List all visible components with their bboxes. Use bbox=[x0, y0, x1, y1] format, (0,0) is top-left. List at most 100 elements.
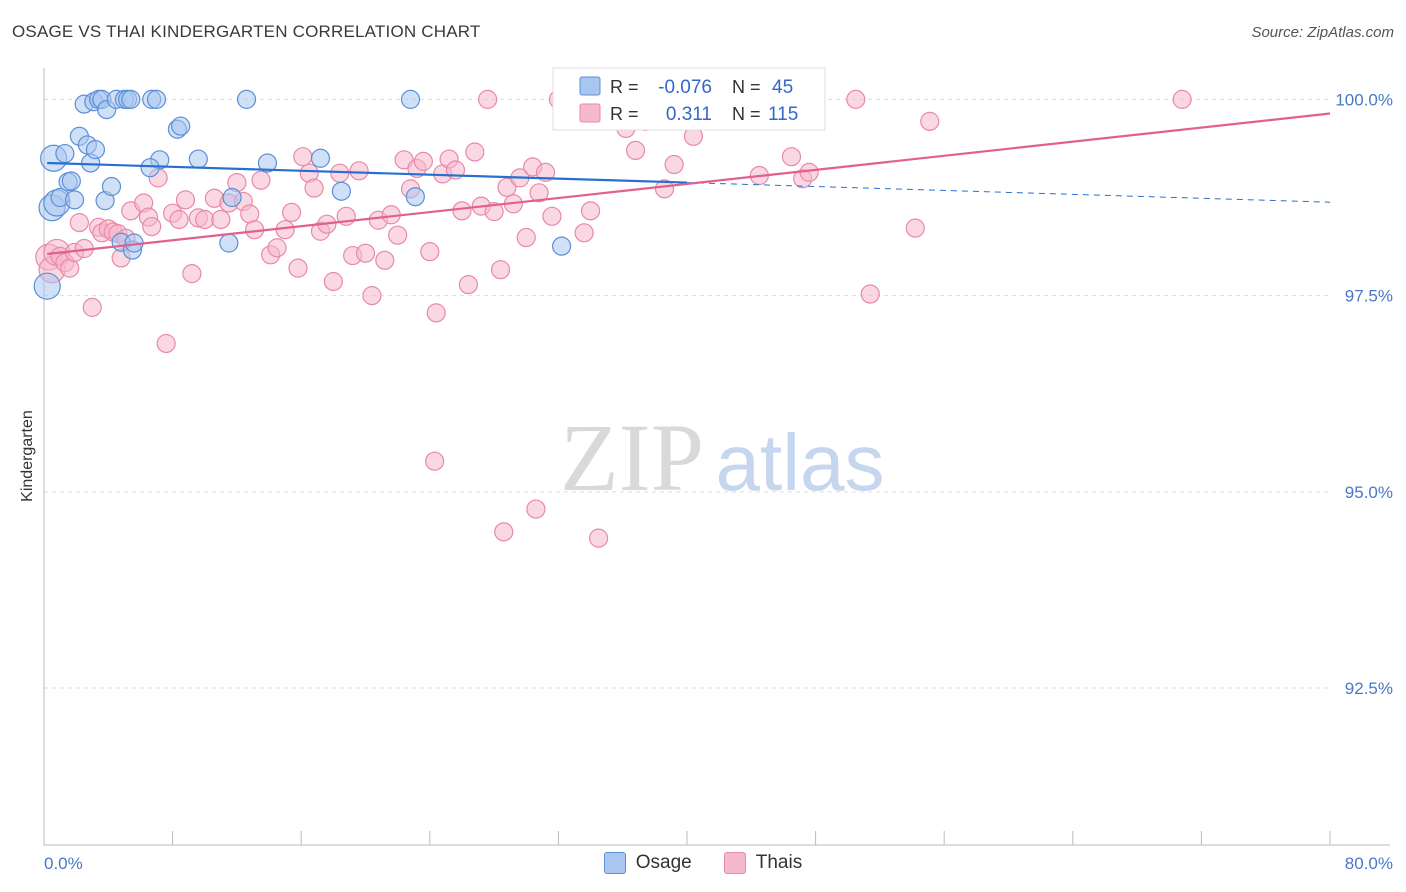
legend-thais-n-value: 115 bbox=[768, 104, 798, 125]
thais-point bbox=[355, 243, 376, 263]
thais-point bbox=[323, 271, 343, 292]
osage-point bbox=[121, 89, 141, 109]
legend-osage-swatch bbox=[579, 76, 601, 96]
series-legend: Osage Thais bbox=[0, 852, 1406, 874]
osage-point bbox=[85, 140, 106, 160]
thais-swatch bbox=[723, 852, 746, 874]
osage-trend-line bbox=[47, 161, 688, 184]
thais-point bbox=[288, 258, 308, 278]
osage-point bbox=[140, 158, 160, 178]
thais-point bbox=[574, 223, 594, 243]
legend-thais-label: Thais bbox=[755, 852, 803, 873]
osage-point bbox=[101, 176, 122, 197]
thais-point bbox=[529, 183, 549, 203]
thais-point bbox=[82, 297, 102, 317]
thais-point bbox=[484, 202, 504, 222]
thais-point bbox=[490, 260, 511, 280]
thais-point bbox=[1172, 89, 1192, 109]
thais-point bbox=[281, 202, 302, 223]
thais-point bbox=[588, 528, 609, 548]
osage-point bbox=[236, 89, 257, 109]
thais-point bbox=[860, 284, 880, 304]
osage-point bbox=[257, 153, 278, 173]
y-tick-label: 100.0% bbox=[1335, 90, 1393, 109]
thais-point bbox=[413, 151, 433, 171]
thais-point bbox=[625, 140, 646, 161]
thais-point bbox=[69, 213, 89, 233]
osage-point bbox=[331, 181, 351, 201]
thais-point bbox=[458, 275, 478, 295]
stats-legend: R = -0.076 N = 45 R = 0.311 N = 115 bbox=[552, 67, 826, 131]
osage-point bbox=[33, 272, 61, 300]
legend-osage-n-value: 45 bbox=[772, 77, 793, 98]
watermark-atlas: atlas bbox=[716, 418, 885, 507]
osage-point bbox=[146, 89, 167, 109]
thais-point bbox=[580, 201, 601, 221]
osage-point bbox=[222, 187, 242, 208]
thais-point bbox=[142, 216, 162, 237]
legend-thais-r-label: R = bbox=[610, 104, 639, 124]
y-tick-label: 95.0% bbox=[1345, 483, 1393, 502]
tick-labels: 100.0% 97.5% 95.0% 92.5% 0.0% 80.0% bbox=[44, 90, 1393, 873]
osage-point bbox=[310, 148, 331, 168]
thais-point bbox=[175, 190, 196, 210]
source-credit: Source: ZipAtlas.com bbox=[1251, 24, 1394, 41]
thais-point bbox=[304, 178, 324, 198]
thais-point bbox=[362, 286, 382, 306]
thais-point bbox=[781, 147, 802, 167]
thais-point bbox=[420, 242, 440, 262]
osage-points bbox=[33, 89, 572, 300]
thais-point bbox=[465, 142, 485, 162]
legend-item-osage[interactable]: Osage bbox=[603, 852, 692, 874]
legend-osage-r-label: R = bbox=[610, 77, 639, 97]
thais-point bbox=[846, 89, 866, 109]
thais-point bbox=[251, 170, 271, 190]
y-tick-label: 97.5% bbox=[1345, 287, 1393, 306]
legend-osage-r-value: -0.076 bbox=[658, 77, 712, 98]
thais-trend-line bbox=[47, 112, 1331, 256]
thais-point bbox=[516, 227, 536, 248]
osage-swatch bbox=[603, 852, 626, 874]
thais-point bbox=[535, 162, 556, 182]
osage-point bbox=[552, 236, 572, 256]
thais-point bbox=[349, 161, 369, 181]
osage-point bbox=[64, 190, 85, 210]
osage-point bbox=[61, 171, 81, 191]
osage-point bbox=[55, 143, 75, 164]
thais-point bbox=[426, 303, 446, 323]
chart-title: OSAGE VS THAI KINDERGARTEN CORRELATION C… bbox=[12, 22, 481, 41]
thais-point bbox=[388, 225, 408, 245]
thais-point bbox=[478, 89, 498, 109]
thais-point bbox=[156, 333, 176, 354]
thais-point bbox=[267, 238, 287, 258]
osage-point bbox=[405, 187, 425, 207]
thais-point bbox=[497, 177, 517, 197]
thais-point bbox=[293, 147, 313, 167]
thais-point bbox=[664, 154, 684, 175]
thais-point bbox=[425, 451, 445, 471]
legend-item-thais[interactable]: Thais bbox=[723, 852, 803, 874]
osage-point bbox=[171, 116, 191, 136]
legend-thais-n-label: N = bbox=[732, 104, 761, 124]
thais-point bbox=[211, 209, 231, 230]
thais-point bbox=[654, 179, 675, 199]
legend-osage-n-label: N = bbox=[732, 77, 761, 97]
osage-point bbox=[400, 89, 421, 109]
x-tick-label-min: 0.0% bbox=[44, 854, 83, 873]
y-tick-label: 92.5% bbox=[1345, 679, 1393, 698]
osage-point bbox=[219, 233, 239, 253]
thais-point bbox=[799, 162, 819, 182]
thais-point bbox=[905, 218, 925, 238]
thais-point bbox=[195, 209, 215, 230]
legend-thais-r-value: 0.311 bbox=[666, 104, 712, 125]
thais-point bbox=[169, 209, 189, 230]
thais-point bbox=[182, 264, 202, 284]
osage-trend-extension bbox=[686, 182, 1331, 203]
legend-osage-label: Osage bbox=[635, 852, 692, 873]
thais-point bbox=[494, 522, 514, 542]
thais-point bbox=[542, 206, 562, 226]
legend-thais-swatch bbox=[579, 103, 601, 123]
watermark: ZIP atlas bbox=[560, 404, 884, 511]
watermark-zip: ZIP bbox=[560, 404, 704, 511]
